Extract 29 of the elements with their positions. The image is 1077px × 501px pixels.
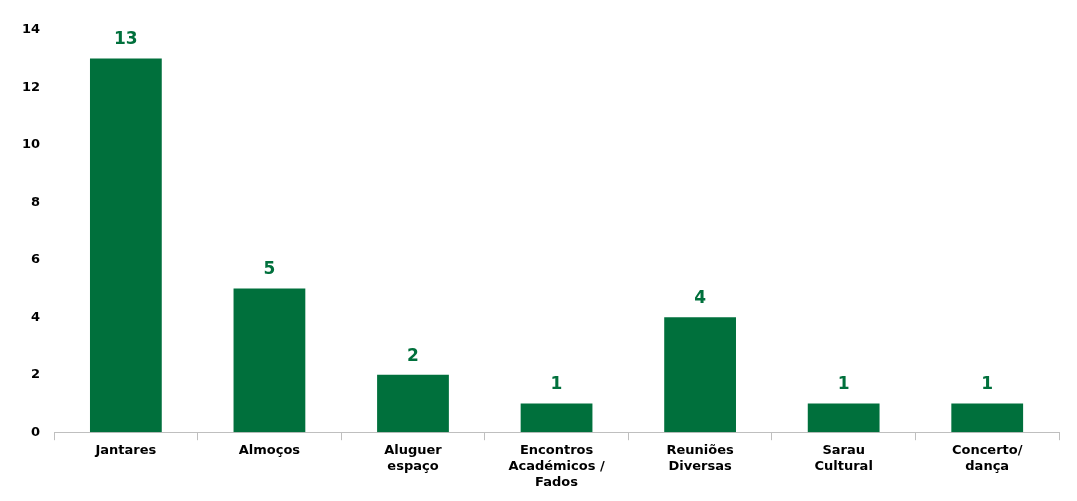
- y-tick-label: 12: [22, 78, 41, 94]
- x-tick-label: Concerto/ dança: [951, 442, 1023, 473]
- x-tick-label: Jantares: [94, 442, 157, 458]
- y-tick-label: 10: [22, 136, 41, 152]
- bar: [89, 58, 162, 433]
- bar: [664, 317, 736, 433]
- data-label: 1: [837, 373, 850, 394]
- data-label: 2: [407, 344, 419, 365]
- bar: [807, 403, 880, 433]
- y-tick-label: 6: [31, 251, 41, 267]
- x-tick-label: Reuniões Diversas: [666, 442, 734, 473]
- bar: [951, 403, 1024, 433]
- y-tick-label: 2: [31, 366, 41, 382]
- x-tick-label: Sarau Cultural: [814, 442, 873, 473]
- y-tick-label: 8: [31, 193, 41, 209]
- data-label: 4: [694, 287, 707, 308]
- y-tick-label: 14: [22, 21, 41, 37]
- data-label: 5: [263, 258, 276, 279]
- x-tick-label: Aluguer espaço: [384, 442, 443, 473]
- bar: [377, 374, 449, 433]
- y-tick-label: 4: [31, 308, 41, 324]
- bar: [233, 288, 306, 433]
- data-label: 1: [981, 373, 994, 394]
- data-label: 13: [114, 28, 138, 49]
- data-label: 1: [550, 373, 563, 394]
- bar: [520, 403, 593, 433]
- x-tick-label: Encontros Académicos / Fados: [508, 442, 605, 489]
- x-tick-label: Almoços: [238, 442, 301, 458]
- y-tick-label: 0: [31, 423, 41, 439]
